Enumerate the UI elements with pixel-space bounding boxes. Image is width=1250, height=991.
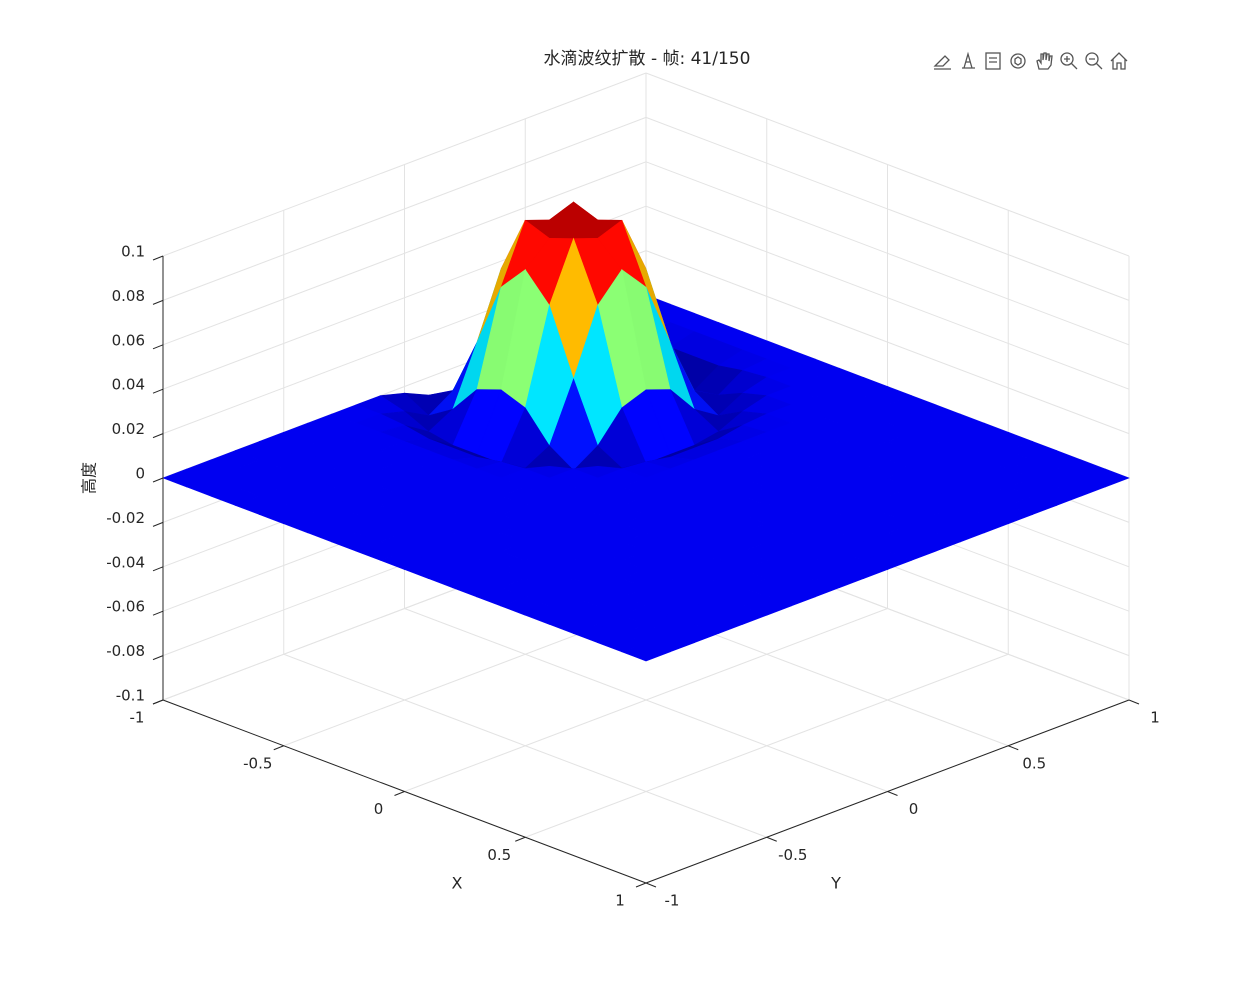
brush-tool[interactable] — [933, 55, 951, 70]
z-tick-label: 0.04 — [112, 376, 145, 394]
x-axis-label: X — [452, 874, 463, 893]
z-axis-label: 高度 — [80, 462, 99, 494]
z-tick-label: -0.1 — [116, 687, 145, 705]
z-tick-label: 0.08 — [112, 287, 145, 305]
z-tick — [152, 344, 164, 350]
x-tick-label: -0.5 — [243, 754, 272, 772]
zoom-in-tool[interactable] — [1060, 52, 1078, 70]
z-tick-label: 0.1 — [121, 243, 145, 261]
surface-patch — [621, 642, 671, 662]
chart-title: 水滴波纹扩散 - 帧: 41/150 — [544, 49, 751, 69]
z-tick-label: 0 — [135, 465, 145, 483]
y-tick — [1128, 699, 1140, 705]
y-tick — [645, 882, 657, 888]
z-tick — [152, 433, 164, 439]
axes: -0.1 -0.08 -0.06 -0.04 -0.02 0 0.02 0.04 0.06 0.0… — [106, 243, 1160, 910]
surface — [162, 201, 1130, 662]
y-tick — [766, 836, 777, 842]
legend-tool[interactable] — [985, 52, 1001, 70]
z-tick — [152, 388, 164, 394]
x-tick-label: 0.5 — [487, 846, 511, 864]
z-tick — [152, 521, 164, 527]
x-tick — [394, 791, 405, 796]
y-tick-label: -0.5 — [778, 846, 807, 864]
z-tick — [152, 566, 164, 572]
z-tick-label: -0.02 — [106, 509, 145, 527]
z-tick — [152, 610, 164, 616]
toolbar — [933, 51, 1128, 70]
x-tick-label: 0 — [374, 800, 384, 818]
grid-line — [283, 653, 767, 838]
x-tick — [515, 836, 526, 842]
grid-line — [404, 608, 888, 792]
z-tick-label: -0.04 — [106, 553, 145, 571]
z-tick-label: 0.06 — [112, 331, 145, 349]
z-tick — [152, 477, 164, 483]
x-tick — [273, 745, 284, 751]
z-tick-label: 0.02 — [112, 420, 145, 438]
data-tip-tool[interactable] — [962, 51, 975, 69]
home-tool[interactable] — [1110, 52, 1128, 70]
y-tick-label: 0 — [909, 800, 919, 818]
z-tick — [152, 655, 164, 661]
z-tick — [152, 299, 164, 305]
rotate-tool[interactable] — [1010, 53, 1026, 69]
z-tick-label: -0.06 — [106, 598, 145, 616]
z-tick — [152, 255, 164, 261]
pan-tool[interactable] — [1036, 52, 1053, 70]
y-tick — [1008, 745, 1019, 751]
z-tick-label: -0.08 — [106, 642, 145, 660]
zoom-out-tool[interactable] — [1085, 52, 1103, 70]
y-tick-label: -1 — [665, 892, 680, 910]
x-tick-label: -1 — [130, 709, 145, 727]
y-axis-label: Y — [830, 874, 841, 893]
y-tick-label: 0.5 — [1022, 754, 1046, 772]
y-tick — [887, 791, 898, 796]
x-tick — [635, 882, 647, 888]
x-tick — [152, 699, 164, 705]
x-tick-label: 1 — [615, 892, 625, 910]
y-tick-label: 1 — [1150, 709, 1160, 727]
